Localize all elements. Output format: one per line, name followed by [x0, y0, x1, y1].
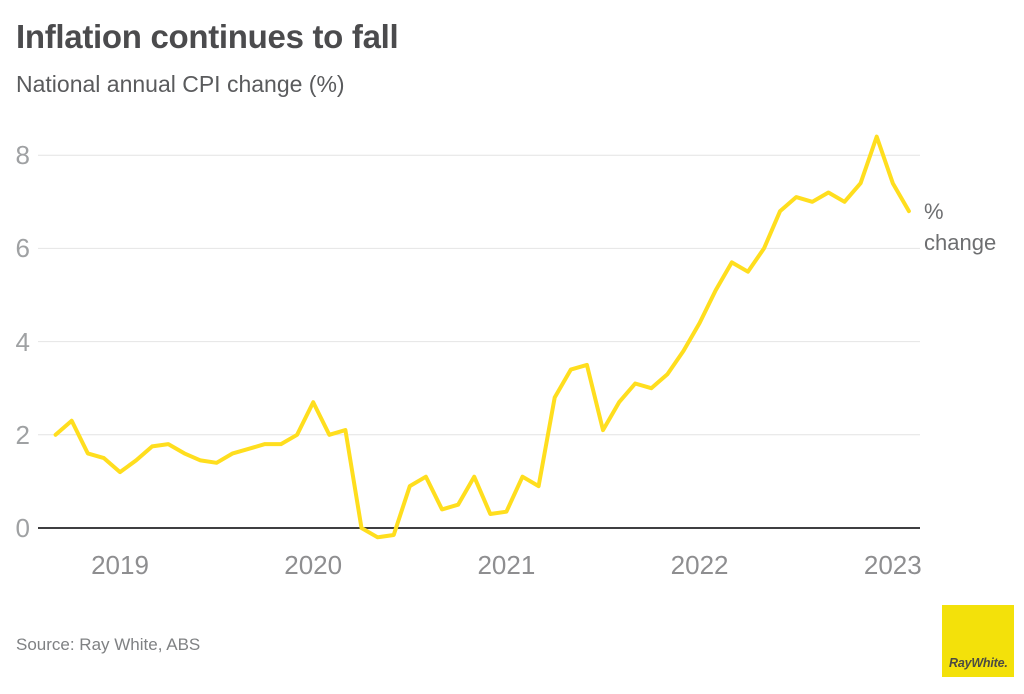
y-tick-label: 0	[15, 513, 30, 543]
x-tick-label: 2023	[863, 550, 922, 580]
x-tick-label: 2020	[284, 550, 343, 580]
y-tick-label: 4	[15, 326, 30, 357]
cpi-data-line	[53, 134, 911, 540]
x-tick-label: 2022	[670, 550, 729, 580]
source-note: Source: Ray White, ABS	[16, 635, 201, 654]
chart-title: Inflation continues to fall	[16, 18, 399, 55]
raywhite-logo-text: RayWhite.	[949, 656, 1008, 670]
y-tick-label: 8	[15, 140, 30, 171]
x-tick-label: 2019	[91, 550, 149, 580]
raywhite-logo: RayWhite.	[942, 605, 1014, 677]
series-end-label: % change	[924, 199, 997, 255]
y-tick-label: 6	[15, 233, 30, 264]
x-tick-label: 2021	[477, 550, 536, 580]
y-tick-label: 2	[15, 419, 30, 450]
chart-subtitle: National annual CPI change (%)	[16, 71, 345, 97]
